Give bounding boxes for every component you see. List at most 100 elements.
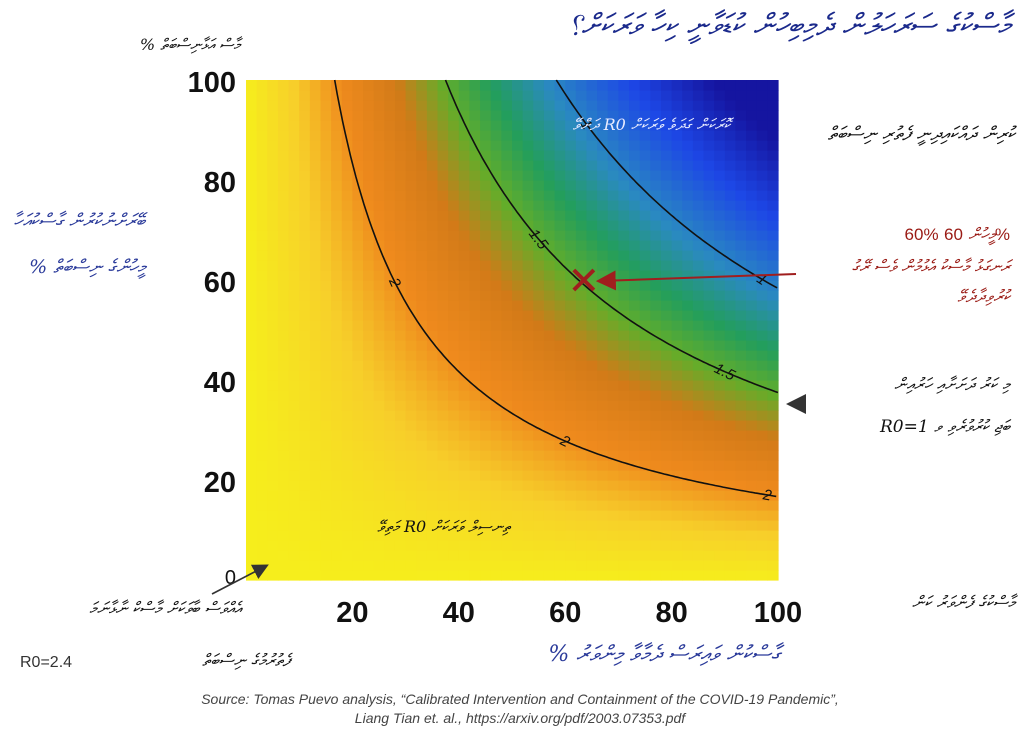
heatmap-cell bbox=[331, 510, 343, 521]
heatmap-cell bbox=[256, 380, 268, 391]
heatmap-cell bbox=[437, 290, 449, 301]
heatmap-cell bbox=[629, 80, 641, 91]
heatmap-cell bbox=[352, 190, 364, 201]
heatmap-cell bbox=[256, 460, 268, 471]
heatmap-cell bbox=[448, 230, 460, 241]
heatmap-cell bbox=[756, 460, 768, 471]
heatmap-cell bbox=[288, 410, 300, 421]
heatmap-cell bbox=[501, 260, 513, 271]
heatmap-cell bbox=[458, 280, 471, 291]
heatmap-cell bbox=[469, 230, 481, 241]
heatmap-cell bbox=[458, 210, 471, 221]
heatmap-cell bbox=[714, 180, 726, 191]
heatmap-cell bbox=[501, 320, 513, 331]
heatmap-cell bbox=[767, 510, 779, 521]
heatmap-cell bbox=[373, 220, 385, 231]
heatmap-cell bbox=[586, 110, 598, 121]
heatmap-cell bbox=[469, 210, 481, 221]
heatmap-cell bbox=[767, 100, 779, 111]
heatmap-cell bbox=[277, 230, 290, 241]
heatmap-cell bbox=[756, 260, 768, 271]
heatmap-cell bbox=[746, 100, 758, 111]
heatmap-cell bbox=[384, 180, 396, 191]
heatmap-cell bbox=[256, 420, 268, 431]
heatmap-cell bbox=[267, 290, 279, 301]
heatmap-cell bbox=[597, 530, 609, 541]
heatmap-cell bbox=[724, 90, 737, 101]
heatmap-cell bbox=[735, 100, 747, 111]
heatmap-cell bbox=[480, 370, 492, 381]
heatmap-cell bbox=[756, 310, 768, 321]
heatmap-cell bbox=[448, 270, 460, 281]
heatmap-cell bbox=[299, 570, 311, 581]
heatmap-cell bbox=[533, 170, 545, 181]
heatmap-cell bbox=[373, 390, 385, 401]
heatmap-cell bbox=[437, 230, 449, 241]
heatmap-cell bbox=[501, 250, 513, 261]
heatmap-cell bbox=[394, 390, 407, 401]
heatmap-cell bbox=[618, 450, 630, 461]
heatmap-cell bbox=[597, 370, 609, 381]
heatmap-cell bbox=[575, 370, 588, 381]
heatmap-cell bbox=[618, 100, 630, 111]
heatmap-cell bbox=[469, 320, 481, 331]
heatmap-cell bbox=[320, 360, 332, 371]
heatmap-cell bbox=[267, 170, 279, 181]
heatmap-cell bbox=[554, 140, 566, 151]
heatmap-cell bbox=[480, 470, 492, 481]
heatmap-cell bbox=[735, 140, 747, 151]
heatmap-cell bbox=[767, 230, 779, 241]
heatmap-cell bbox=[533, 400, 545, 411]
heatmap-cell bbox=[363, 110, 375, 121]
heatmap-cell bbox=[756, 350, 768, 361]
heatmap-cell bbox=[543, 480, 556, 491]
heatmap-cell bbox=[533, 270, 545, 281]
heatmap-cell bbox=[267, 470, 279, 481]
heatmap-cell bbox=[341, 490, 353, 501]
heatmap-cell bbox=[490, 380, 502, 391]
heatmap-cell bbox=[586, 450, 598, 461]
heatmap-cell bbox=[735, 330, 747, 341]
heatmap-cell bbox=[618, 510, 630, 521]
heatmap-cell bbox=[650, 400, 662, 411]
source-line-2: Liang Tian et. al., https://arxiv.org/pd… bbox=[354, 710, 686, 726]
heatmap-cell bbox=[277, 330, 290, 341]
heatmap-cell bbox=[746, 210, 758, 221]
heatmap-cell bbox=[490, 440, 502, 451]
heatmap-cell bbox=[246, 120, 258, 131]
heatmap-cell bbox=[629, 200, 641, 211]
heatmap-cell bbox=[288, 310, 300, 321]
heatmap-cell bbox=[405, 240, 417, 251]
heatmap-cell bbox=[586, 230, 598, 241]
heatmap-cell bbox=[352, 220, 364, 231]
heatmap-cell bbox=[650, 170, 662, 181]
heatmap-cell bbox=[341, 320, 353, 331]
heatmap-cell bbox=[501, 550, 513, 561]
heatmap-cell bbox=[618, 550, 630, 561]
heatmap-cell bbox=[426, 230, 439, 241]
heatmap-cell bbox=[490, 220, 502, 231]
heatmap-cell bbox=[533, 250, 545, 261]
heatmap-cell bbox=[533, 210, 545, 221]
heatmap-cell bbox=[586, 570, 598, 581]
heatmap-cell bbox=[607, 540, 619, 551]
heatmap-cell bbox=[565, 370, 577, 381]
heatmap-cell bbox=[565, 170, 577, 181]
heatmap-cell bbox=[256, 220, 268, 231]
heatmap-cell bbox=[522, 180, 534, 191]
heatmap-cell bbox=[650, 380, 662, 391]
heatmap-cell bbox=[629, 450, 641, 461]
heatmap-cell bbox=[331, 430, 343, 441]
heatmap-cell bbox=[416, 140, 428, 151]
heatmap-cell bbox=[767, 310, 779, 321]
heatmap-cell bbox=[394, 560, 407, 571]
heatmap-cell bbox=[522, 420, 534, 431]
heatmap-cell bbox=[320, 100, 332, 111]
heatmap-cell bbox=[437, 160, 449, 171]
heatmap-cell bbox=[714, 170, 726, 181]
heatmap-cell bbox=[692, 240, 705, 251]
heatmap-cell bbox=[501, 360, 513, 371]
heatmap-cell bbox=[597, 540, 609, 551]
heatmap-cell bbox=[575, 220, 588, 231]
